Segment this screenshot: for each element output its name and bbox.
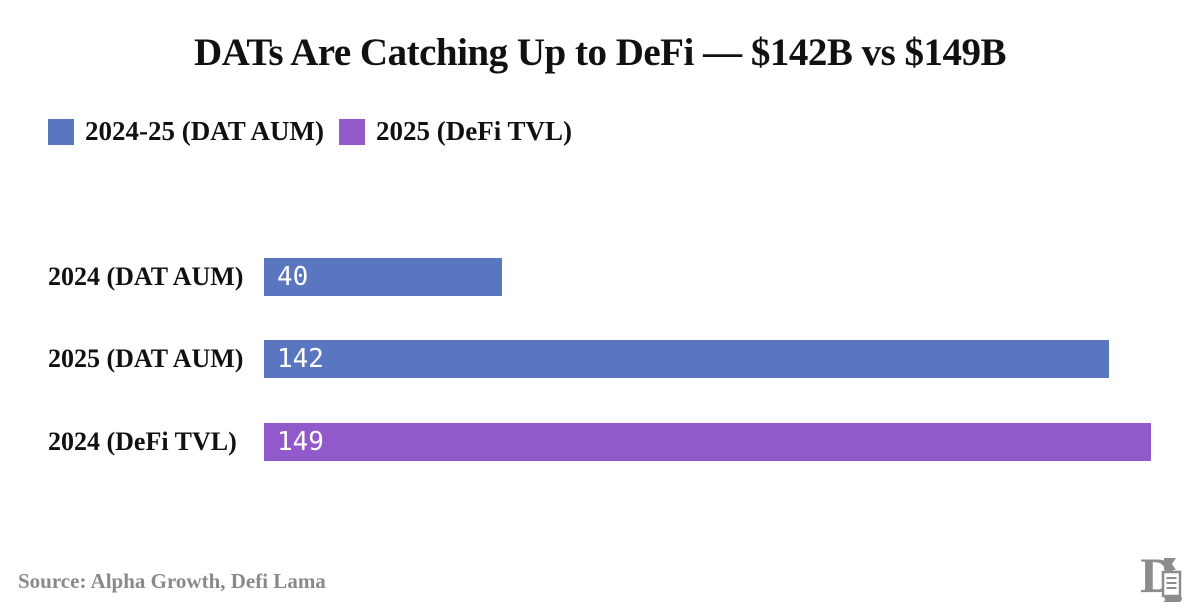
- legend-item-dat-aum: 2024-25 (DAT AUM): [48, 116, 324, 147]
- bar-value-2024-defi-tvl: 149: [277, 427, 324, 457]
- bar-row-2024-dat-aum: 2024 (DAT AUM) 40: [0, 258, 1200, 296]
- source-note: Source: Alpha Growth, Defi Lama: [18, 569, 326, 593]
- bar-row-2024-defi-tvl: 2024 (DeFi TVL) 149: [0, 423, 1200, 461]
- bar-row-2025-dat-aum: 2025 (DAT AUM) 142: [0, 340, 1200, 378]
- bar-2024-defi-tvl: 149: [264, 423, 1151, 461]
- legend: 2024-25 (DAT AUM) 2025 (DeFi TVL): [48, 116, 572, 147]
- bar-2025-dat-aum: 142: [264, 340, 1109, 378]
- category-label-2024-defi-tvl: 2024 (DeFi TVL): [48, 427, 237, 456]
- bar-value-2025-dat-aum: 142: [277, 344, 324, 374]
- category-label-2025-dat-aum: 2025 (DAT AUM): [48, 344, 244, 373]
- bar-2024-dat-aum: 40: [264, 258, 502, 296]
- legend-label-dat-aum: 2024-25 (DAT AUM): [85, 116, 324, 146]
- legend-swatch-blue: [48, 118, 74, 145]
- legend-label-defi-tvl: 2025 (DeFi TVL): [375, 116, 572, 146]
- publisher-monogram-logo: D: [1134, 544, 1194, 606]
- bar-value-2024-dat-aum: 40: [277, 262, 309, 292]
- category-label-2024-dat-aum: 2024 (DAT AUM): [48, 262, 244, 291]
- legend-swatch-purple: [338, 118, 365, 145]
- chart-title: DATs Are Catching Up to DeFi — $142B vs …: [193, 31, 1007, 74]
- legend-item-defi-tvl: 2025 (DeFi TVL): [338, 116, 572, 147]
